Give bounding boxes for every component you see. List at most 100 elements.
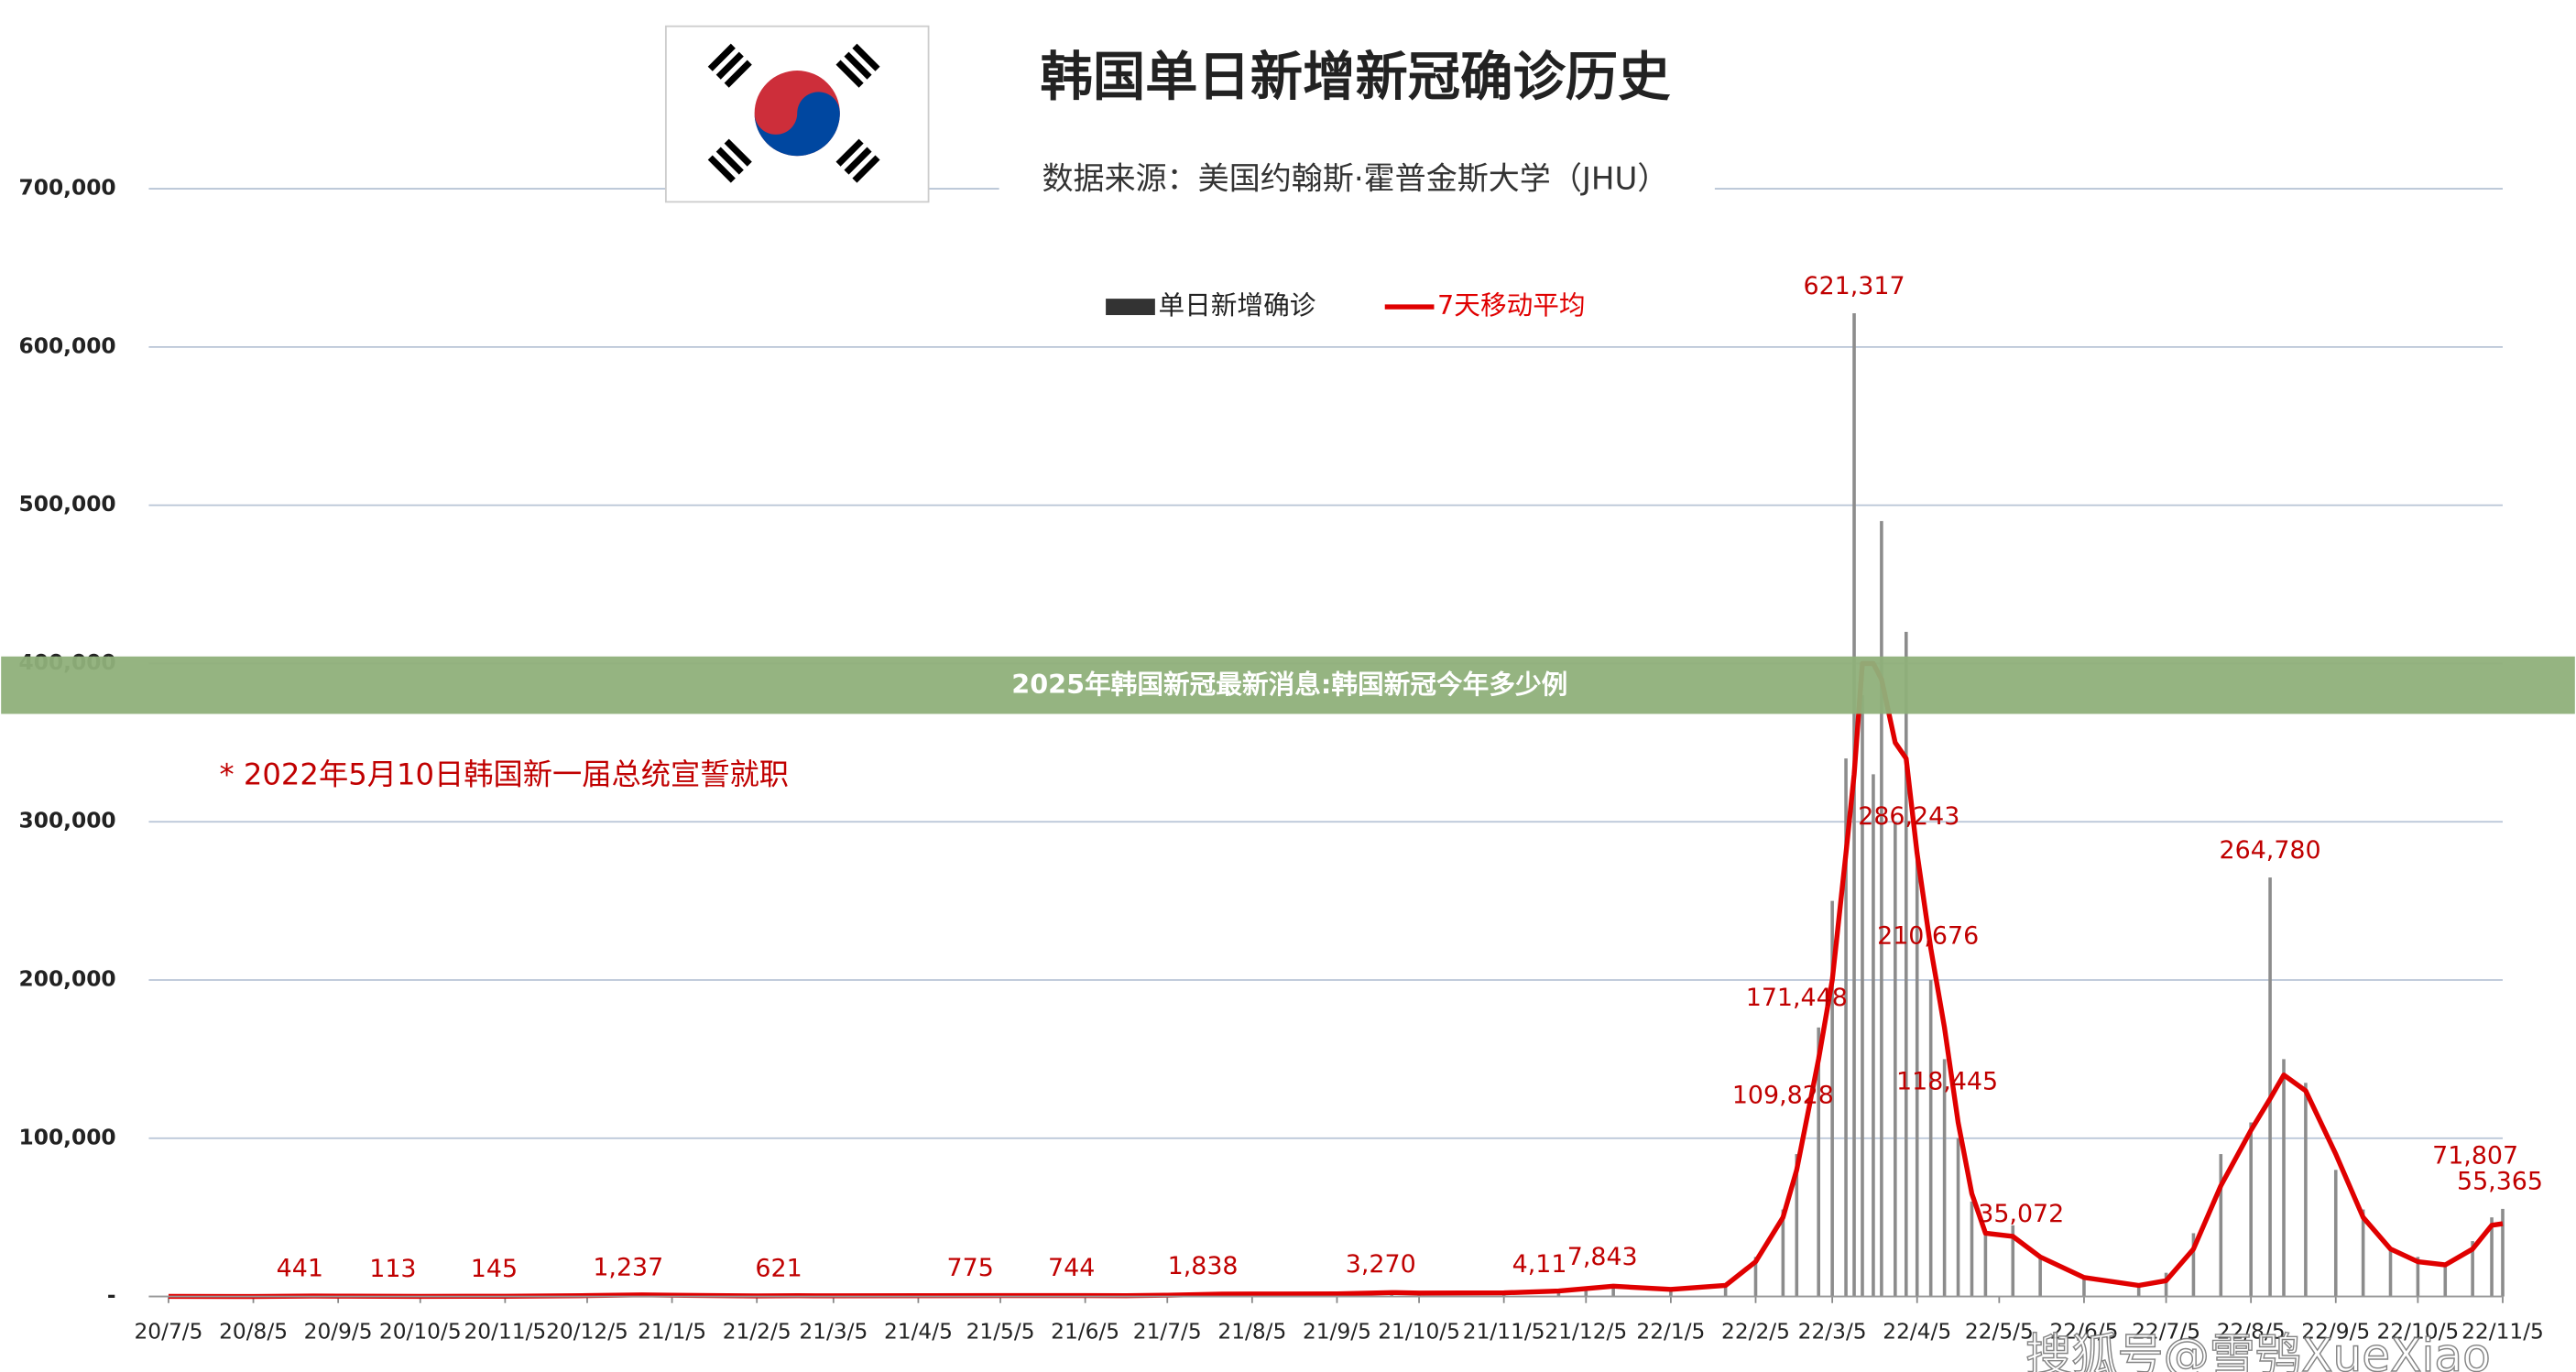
bar	[1584, 1288, 1588, 1297]
x-tick-label: 21/8/5	[1217, 1319, 1286, 1344]
bar	[1970, 1201, 1974, 1297]
bar	[2219, 1154, 2223, 1297]
x-tick-label: 21/10/5	[1378, 1319, 1460, 1344]
x-tick-label: 21/5/5	[966, 1319, 1035, 1344]
x-tick-label: 22/9/5	[2301, 1319, 2370, 1344]
bar	[2136, 1285, 2141, 1297]
x-tick-label: 21/11/5	[1463, 1319, 1545, 1344]
x-tick-label: 22/11/5	[2461, 1319, 2544, 1344]
bar	[2164, 1272, 2168, 1297]
bar	[1611, 1284, 1615, 1297]
x-tick-label: 22/8/5	[2217, 1319, 2286, 1344]
bar	[1928, 980, 1933, 1297]
x-tick-label: 20/9/5	[304, 1319, 373, 1344]
bar	[1830, 900, 1834, 1297]
data-label: 210,676	[1877, 921, 1979, 950]
bar	[2038, 1257, 2042, 1297]
y-tick-label: 100,000	[19, 1125, 116, 1149]
bar	[1795, 1154, 1799, 1297]
x-tick-label: 21/6/5	[1051, 1319, 1119, 1344]
bar	[1861, 694, 1864, 1297]
y-tick-label: 200,000	[19, 967, 116, 992]
bar	[2361, 1209, 2365, 1297]
data-label: 286,243	[1858, 802, 1959, 831]
x-tick-label: 20/10/5	[379, 1319, 462, 1344]
x-tick-label: 21/3/5	[799, 1319, 868, 1344]
x-tick-label: 20/7/5	[134, 1319, 202, 1344]
bar	[1753, 1257, 1758, 1297]
bar	[1872, 774, 1875, 1297]
bar	[2249, 1122, 2253, 1297]
chart-title: 韩国单日新增新冠确诊历史	[1040, 46, 1671, 107]
bar	[1723, 1283, 1728, 1297]
x-tick-label: 22/10/5	[2377, 1319, 2460, 1344]
y-tick-label: 600,000	[19, 333, 116, 358]
x-tick-label: 22/5/5	[1965, 1319, 2034, 1344]
y-tick-label: 500,000	[19, 492, 116, 517]
data-label: 441	[277, 1255, 323, 1283]
data-label: 71,807	[2432, 1141, 2518, 1170]
bar	[1669, 1290, 1673, 1297]
x-tick-label: 22/6/5	[2049, 1319, 2118, 1344]
data-label: 3,270	[1346, 1250, 1416, 1279]
data-label: 7,843	[1567, 1243, 1638, 1271]
chart-subtitle: 数据来源：美国约翰斯·霍普金斯大学（JHU）	[1042, 161, 1669, 198]
legend-label: 单日新增确诊	[1158, 289, 1315, 321]
flag-trigrams	[707, 43, 880, 183]
bar	[2490, 1217, 2494, 1297]
plot-area: -100,000200,000300,000400,000500,000600,…	[19, 176, 2544, 1345]
x-tick-label: 21/12/5	[1545, 1319, 1627, 1344]
bar	[2501, 1208, 2505, 1297]
bar	[1942, 1059, 1947, 1297]
y-tick-label: 700,000	[19, 176, 116, 201]
data-label: 1,237	[593, 1253, 663, 1281]
bar	[1781, 1209, 1785, 1297]
bar	[1817, 1027, 1820, 1297]
bar	[1844, 758, 1848, 1297]
bar	[2416, 1257, 2420, 1297]
data-label: 744	[1048, 1254, 1095, 1282]
x-tick-label: 20/8/5	[219, 1319, 288, 1344]
bar	[2443, 1265, 2448, 1297]
data-label: 621	[755, 1254, 802, 1282]
data-label: 1,838	[1168, 1252, 1239, 1280]
bar	[2388, 1248, 2393, 1297]
x-tick-label: 22/3/5	[1798, 1319, 1867, 1344]
x-tick-label: 22/1/5	[1636, 1319, 1705, 1344]
data-label: 171,448	[1746, 984, 1848, 1012]
bar	[2304, 1083, 2308, 1297]
bar	[2011, 1225, 2015, 1297]
x-tick-label: 21/2/5	[723, 1319, 791, 1344]
bar	[2082, 1277, 2086, 1297]
bar	[2268, 877, 2272, 1297]
data-label: 118,445	[1896, 1068, 1998, 1096]
bar	[2333, 1170, 2338, 1297]
bar	[1904, 631, 1908, 1297]
data-label: 55,365	[2457, 1168, 2543, 1196]
data-label: 35,072	[1978, 1200, 2064, 1228]
watermark: 搜狐号@雪鸮XueXiao	[2025, 1328, 2491, 1372]
flag-taeguk-blue	[754, 92, 840, 157]
x-tick-label: 21/9/5	[1303, 1319, 1371, 1344]
x-tick-label: 20/12/5	[546, 1319, 628, 1344]
y-tick-label: 300,000	[19, 809, 116, 833]
bar	[1894, 822, 1897, 1297]
legend-label: 7天移动平均	[1437, 289, 1586, 321]
bar	[2191, 1233, 2196, 1297]
x-tick-label: 22/2/5	[1721, 1319, 1790, 1344]
x-tick-label: 20/11/5	[464, 1319, 546, 1344]
bar	[1852, 313, 1856, 1297]
legend-swatch	[1106, 299, 1155, 316]
data-label: 264,780	[2220, 836, 2321, 865]
data-label: 109,828	[1732, 1082, 1834, 1110]
data-label: 621,317	[1803, 272, 1905, 300]
note: * 2022年5月10日韩国新一届总统宣誓就职	[219, 757, 789, 792]
x-tick-label: 21/1/5	[638, 1319, 706, 1344]
data-label: 145	[471, 1255, 518, 1283]
bar	[2471, 1241, 2474, 1297]
banner-text: 2025年韩国新冠最新消息:韩国新冠今年多少例	[1011, 669, 1567, 700]
flag	[664, 25, 930, 203]
subtitle-bg	[999, 160, 1715, 201]
overlay: 441 113 145 1,237 621 775 744 1,838 3,270 4,11 7,8…	[1, 272, 2575, 1372]
